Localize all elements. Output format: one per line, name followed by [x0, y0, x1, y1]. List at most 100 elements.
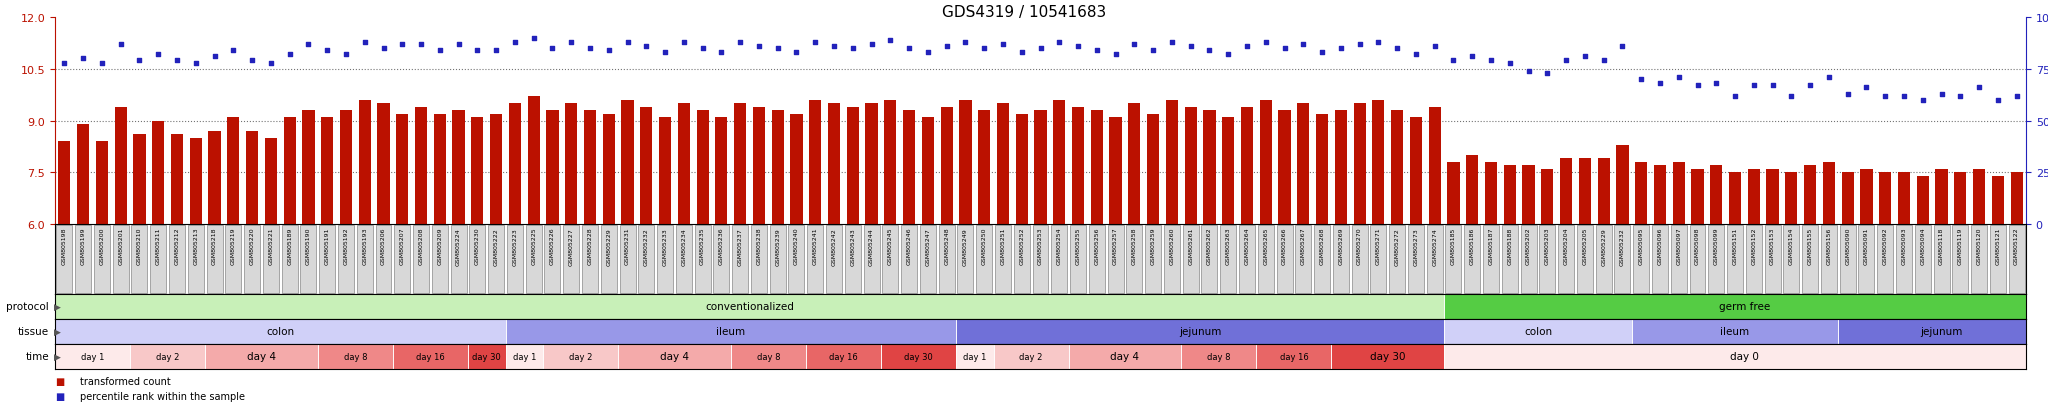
FancyBboxPatch shape: [188, 226, 203, 293]
Point: [1174, 43, 1206, 50]
FancyBboxPatch shape: [1315, 226, 1329, 293]
Bar: [1128, 104, 1141, 224]
FancyBboxPatch shape: [733, 226, 748, 293]
Point: [1776, 93, 1808, 100]
Point: [1307, 50, 1339, 56]
Text: GSM805090: GSM805090: [1845, 227, 1849, 265]
Point: [1831, 91, 1864, 97]
FancyBboxPatch shape: [1784, 226, 1800, 293]
Point: [385, 41, 418, 48]
FancyBboxPatch shape: [244, 226, 260, 293]
FancyBboxPatch shape: [1182, 226, 1198, 293]
Text: GSM805249: GSM805249: [963, 227, 969, 265]
Text: GSM805266: GSM805266: [1282, 227, 1286, 265]
Text: GSM805213: GSM805213: [193, 227, 199, 265]
Text: GSM805238: GSM805238: [756, 227, 762, 265]
Point: [1663, 74, 1696, 81]
Bar: [78, 125, 90, 224]
Text: GSM805245: GSM805245: [889, 227, 893, 265]
Text: GSM805120: GSM805120: [1976, 227, 1982, 265]
FancyBboxPatch shape: [1653, 226, 1667, 293]
Bar: [55, 344, 131, 369]
Point: [160, 58, 193, 64]
Bar: [152, 121, 164, 224]
Text: GSM805240: GSM805240: [795, 227, 799, 265]
Bar: [395, 114, 408, 224]
Point: [780, 50, 813, 56]
FancyBboxPatch shape: [1690, 226, 1706, 293]
Text: GSM805212: GSM805212: [174, 227, 180, 265]
Text: germ free: germ free: [1718, 302, 1769, 312]
Bar: [1409, 118, 1421, 224]
FancyBboxPatch shape: [713, 226, 729, 293]
FancyBboxPatch shape: [1933, 226, 1950, 293]
Text: GSM805199: GSM805199: [80, 227, 86, 265]
Bar: [1372, 100, 1384, 224]
Bar: [190, 138, 203, 224]
Bar: [96, 142, 109, 224]
Bar: [2011, 173, 2023, 224]
Point: [104, 41, 137, 48]
Bar: [1954, 173, 1966, 224]
FancyBboxPatch shape: [977, 226, 991, 293]
FancyBboxPatch shape: [1483, 226, 1499, 293]
Point: [1137, 47, 1169, 54]
FancyBboxPatch shape: [1221, 226, 1237, 293]
FancyBboxPatch shape: [338, 226, 354, 293]
Point: [1511, 68, 1544, 75]
FancyBboxPatch shape: [694, 226, 711, 293]
FancyBboxPatch shape: [864, 226, 879, 293]
Text: GSM805229: GSM805229: [606, 227, 610, 265]
Point: [836, 45, 868, 52]
FancyBboxPatch shape: [432, 226, 449, 293]
Bar: [885, 100, 897, 224]
Bar: [543, 344, 618, 369]
Text: day 30: day 30: [1370, 351, 1405, 362]
Point: [1700, 81, 1733, 87]
Bar: [1182, 344, 1255, 369]
Bar: [469, 344, 506, 369]
FancyBboxPatch shape: [1595, 226, 1612, 293]
Bar: [1993, 176, 2003, 224]
Point: [367, 45, 399, 52]
Text: GSM805269: GSM805269: [1337, 227, 1343, 265]
Point: [1249, 39, 1282, 46]
Bar: [1917, 176, 1929, 224]
FancyBboxPatch shape: [1032, 226, 1049, 293]
Bar: [940, 107, 952, 224]
Bar: [903, 111, 915, 224]
Text: GSM805224: GSM805224: [457, 227, 461, 265]
Text: GSM805254: GSM805254: [1057, 227, 1061, 265]
Text: day 1: day 1: [512, 352, 537, 361]
Bar: [1729, 173, 1741, 224]
Text: GSM805200: GSM805200: [100, 227, 104, 265]
Text: GSM805230: GSM805230: [475, 227, 479, 265]
Text: GSM805256: GSM805256: [1094, 227, 1100, 265]
Text: day 4: day 4: [1110, 351, 1139, 362]
Point: [199, 54, 231, 60]
Bar: [621, 100, 633, 224]
Point: [573, 45, 606, 52]
FancyBboxPatch shape: [676, 226, 692, 293]
Bar: [1430, 107, 1442, 224]
Text: ▶: ▶: [53, 302, 61, 311]
Bar: [1673, 162, 1686, 224]
Text: GSM805255: GSM805255: [1075, 227, 1081, 265]
Point: [686, 45, 719, 52]
Text: protocol: protocol: [6, 302, 49, 312]
Text: day 2: day 2: [156, 352, 180, 361]
Text: GSM805250: GSM805250: [981, 227, 987, 265]
FancyBboxPatch shape: [1896, 226, 1913, 293]
Text: day 30: day 30: [473, 352, 502, 361]
Text: GSM805202: GSM805202: [1526, 227, 1532, 265]
Point: [1380, 45, 1413, 52]
FancyBboxPatch shape: [657, 226, 674, 293]
Text: GSM805098: GSM805098: [1696, 227, 1700, 265]
Point: [1550, 58, 1583, 64]
Text: time: time: [25, 351, 49, 362]
Text: GSM805229: GSM805229: [1602, 227, 1606, 265]
FancyBboxPatch shape: [938, 226, 954, 293]
Bar: [958, 100, 971, 224]
FancyBboxPatch shape: [600, 226, 616, 293]
Bar: [506, 344, 543, 369]
